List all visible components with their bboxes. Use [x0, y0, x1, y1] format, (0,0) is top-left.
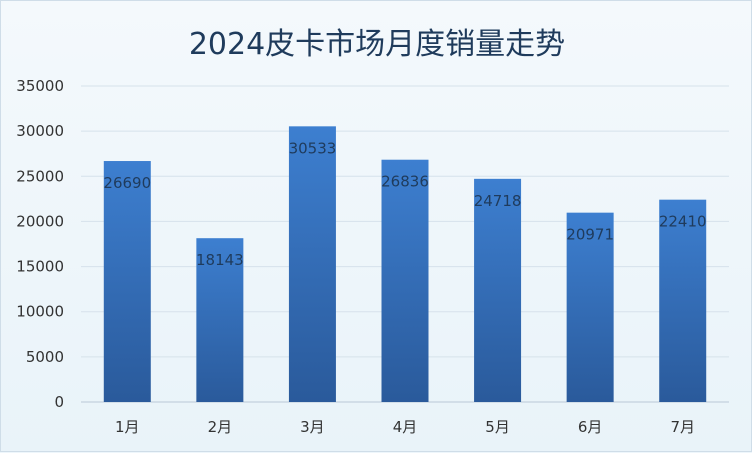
data-label: 18143 — [196, 251, 244, 269]
y-tick-label: 35000 — [16, 77, 64, 95]
bar — [288, 126, 336, 402]
x-tick-label: 7月 — [670, 418, 695, 436]
y-axis-ticks: 0 5000 10000 15000 20000 25000 30000 35000 — [16, 77, 64, 411]
y-tick-label: 5000 — [26, 348, 64, 366]
x-tick-label: 6月 — [578, 418, 603, 436]
data-label: 24718 — [474, 192, 522, 210]
data-label: 22410 — [659, 213, 707, 231]
y-tick-label: 30000 — [16, 122, 64, 140]
data-label: 26836 — [381, 173, 429, 191]
y-tick-label: 15000 — [16, 258, 64, 276]
x-tick-label: 2月 — [208, 418, 233, 436]
y-tick-label: 0 — [54, 393, 64, 411]
y-tick-label: 25000 — [16, 167, 64, 185]
bar — [659, 199, 707, 402]
bar — [196, 238, 244, 402]
chart-title: 2024皮卡市场月度销量走势 — [188, 27, 566, 62]
x-tick-label: 4月 — [393, 418, 418, 436]
bars — [103, 126, 707, 402]
x-tick-label: 5月 — [485, 418, 510, 436]
x-tick-label: 3月 — [300, 418, 325, 436]
y-tick-label: 20000 — [16, 212, 64, 230]
x-axis-ticks: 1月 2月 3月 4月 5月 6月 7月 — [115, 418, 695, 436]
data-label: 30533 — [289, 139, 337, 157]
x-tick-label: 1月 — [115, 418, 140, 436]
data-labels: 26690 18143 30533 26836 24718 20971 22410 — [103, 139, 706, 269]
bar — [381, 159, 429, 402]
y-tick-label: 10000 — [16, 303, 64, 321]
data-label: 20971 — [566, 226, 614, 244]
bar — [103, 161, 151, 402]
bar — [474, 178, 522, 402]
data-label: 26690 — [103, 174, 151, 192]
bar — [566, 212, 614, 402]
